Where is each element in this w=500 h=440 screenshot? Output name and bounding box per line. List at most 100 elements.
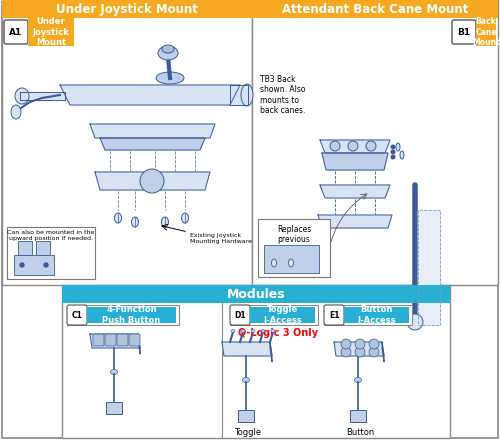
- Bar: [264, 245, 319, 273]
- Circle shape: [44, 263, 48, 267]
- Ellipse shape: [288, 259, 294, 267]
- Text: Attendant Back Cane Mount: Attendant Back Cane Mount: [282, 3, 468, 15]
- Polygon shape: [100, 138, 205, 150]
- Polygon shape: [90, 334, 140, 348]
- Ellipse shape: [231, 330, 235, 333]
- Text: Button
I-Access: Button I-Access: [357, 305, 396, 325]
- Bar: [476, 18, 496, 46]
- FancyBboxPatch shape: [452, 20, 476, 44]
- Bar: [14, 255, 54, 275]
- Bar: [324, 305, 412, 325]
- Ellipse shape: [162, 45, 174, 53]
- Bar: [258, 219, 330, 277]
- Polygon shape: [322, 153, 388, 170]
- Text: Can also be mounted in the
upward position if needed.: Can also be mounted in the upward positi…: [8, 230, 94, 241]
- FancyBboxPatch shape: [117, 334, 128, 346]
- Circle shape: [369, 347, 379, 357]
- Circle shape: [348, 141, 358, 151]
- Ellipse shape: [400, 151, 404, 159]
- Text: E1: E1: [329, 311, 339, 319]
- Text: C1: C1: [72, 311, 83, 319]
- Text: Under Joystick Mount: Under Joystick Mount: [56, 3, 198, 15]
- Text: Q-Logic 3 Only: Q-Logic 3 Only: [238, 328, 318, 338]
- Circle shape: [355, 347, 365, 357]
- Ellipse shape: [156, 72, 184, 84]
- Bar: [67, 305, 179, 325]
- Bar: [7, 227, 95, 279]
- Polygon shape: [222, 342, 272, 356]
- Ellipse shape: [182, 213, 188, 223]
- Text: Existing Joystick
Mounting Hardware: Existing Joystick Mounting Hardware: [190, 233, 252, 244]
- Circle shape: [369, 339, 379, 349]
- Polygon shape: [418, 210, 440, 325]
- Text: Under
Joystick
Mount: Under Joystick Mount: [32, 17, 70, 47]
- Ellipse shape: [272, 259, 276, 267]
- Ellipse shape: [396, 143, 400, 151]
- Circle shape: [391, 150, 395, 154]
- Bar: [344, 307, 409, 323]
- Ellipse shape: [242, 378, 250, 382]
- Circle shape: [355, 339, 365, 349]
- Ellipse shape: [110, 370, 117, 374]
- Circle shape: [366, 141, 376, 151]
- Circle shape: [20, 263, 24, 267]
- Text: B1: B1: [458, 27, 470, 37]
- Ellipse shape: [241, 84, 253, 106]
- Ellipse shape: [271, 330, 275, 333]
- Text: Replaces
previous
version: Replaces previous version: [277, 225, 311, 255]
- Circle shape: [391, 145, 395, 149]
- FancyBboxPatch shape: [324, 305, 344, 325]
- Bar: [62, 285, 450, 303]
- Ellipse shape: [15, 88, 29, 104]
- FancyBboxPatch shape: [4, 20, 28, 44]
- Polygon shape: [90, 124, 215, 138]
- Polygon shape: [320, 185, 390, 198]
- Bar: [106, 402, 122, 414]
- Ellipse shape: [354, 378, 362, 382]
- Text: A1: A1: [10, 27, 22, 37]
- Polygon shape: [334, 342, 384, 356]
- Text: D1: D1: [234, 311, 246, 319]
- Bar: [238, 410, 254, 422]
- Bar: [28, 18, 74, 46]
- Text: TB3 Back
shown. Also
mounts to
back canes.: TB3 Back shown. Also mounts to back cane…: [260, 75, 306, 115]
- Polygon shape: [320, 140, 390, 153]
- Text: Modules: Modules: [226, 287, 286, 301]
- Bar: [2, 0, 252, 285]
- Bar: [250, 307, 315, 323]
- Text: 4-Function
Push Button: 4-Function Push Button: [102, 305, 160, 325]
- Ellipse shape: [261, 330, 265, 333]
- Bar: [230, 305, 318, 325]
- Text: Toggle: Toggle: [234, 428, 262, 437]
- Circle shape: [341, 347, 351, 357]
- Circle shape: [140, 169, 164, 193]
- Bar: [2, 0, 252, 18]
- Circle shape: [330, 141, 340, 151]
- Circle shape: [341, 339, 351, 349]
- Polygon shape: [318, 215, 392, 228]
- Polygon shape: [138, 334, 140, 354]
- Bar: [350, 410, 366, 422]
- Polygon shape: [230, 85, 248, 105]
- FancyBboxPatch shape: [105, 334, 116, 346]
- FancyBboxPatch shape: [67, 305, 87, 325]
- Circle shape: [407, 314, 423, 330]
- Bar: [36, 241, 50, 255]
- Ellipse shape: [162, 217, 168, 227]
- Circle shape: [391, 155, 395, 159]
- Polygon shape: [95, 172, 210, 190]
- Polygon shape: [382, 342, 384, 362]
- Bar: [18, 241, 32, 255]
- Ellipse shape: [251, 330, 255, 333]
- Bar: [252, 0, 498, 18]
- Text: Button: Button: [346, 428, 374, 437]
- Ellipse shape: [158, 46, 178, 60]
- Polygon shape: [20, 92, 65, 100]
- Ellipse shape: [11, 105, 21, 119]
- Bar: [87, 307, 176, 323]
- Polygon shape: [60, 85, 240, 105]
- Bar: [62, 285, 450, 438]
- FancyBboxPatch shape: [230, 305, 250, 325]
- Ellipse shape: [241, 330, 245, 333]
- Bar: [252, 0, 498, 285]
